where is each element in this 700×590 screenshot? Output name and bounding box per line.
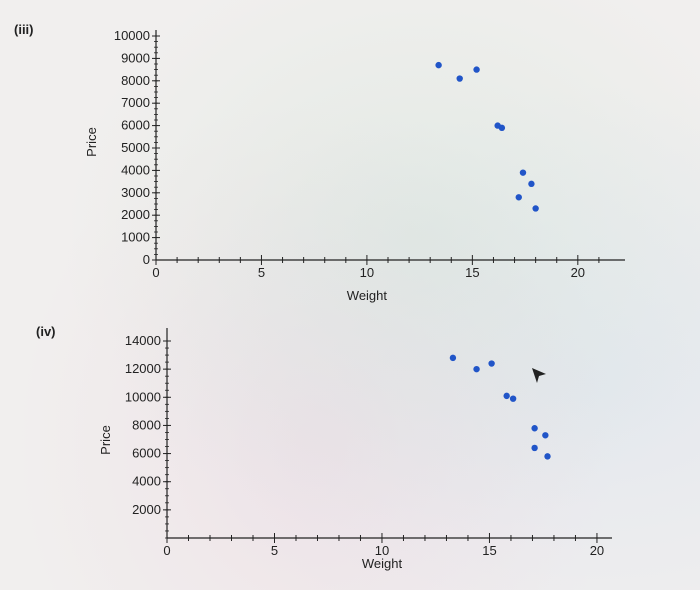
y-tick-label: 12000 [125,361,161,376]
x-tick-label: 15 [465,265,479,280]
data-point [531,444,538,452]
x-tick-label: 0 [152,265,159,280]
y-axis-label: Price [84,127,99,157]
data-point [515,194,522,201]
data-point [498,124,506,132]
data-point [503,392,510,400]
x-tick-label: 5 [271,543,278,558]
y-tick-label: 4000 [121,162,150,177]
x-tick-label: 5 [258,265,265,280]
y-tick-label: 4000 [132,474,161,489]
x-tick-label: 20 [571,265,585,280]
panel-label-iv: (iv) [36,324,56,339]
cursor-arrow-icon [532,368,546,383]
data-point [531,425,538,432]
y-axis-label: Price [98,425,113,455]
x-tick-label: 15 [482,543,496,558]
data-point [532,205,539,212]
x-axis-label: Weight [362,556,403,571]
y-tick-label: 10000 [125,389,161,404]
data-point [519,169,527,176]
data-point [456,75,463,82]
data-point [509,395,517,402]
data-point [528,180,535,188]
data-point [544,453,551,460]
data-point [435,61,442,69]
data-point [473,66,480,73]
x-tick-label: 20 [590,543,604,558]
y-tick-label: 6000 [121,118,150,133]
y-tick-label: 3000 [121,185,150,200]
y-tick-label: 1000 [121,230,150,245]
y-tick-label: 8000 [121,73,150,88]
data-point [542,432,549,439]
data-point [449,354,457,362]
y-tick-label: 2000 [132,502,161,517]
y-tick-label: 9000 [121,50,150,65]
x-tick-label: 10 [360,265,374,280]
y-tick-label: 8000 [132,417,161,432]
y-tick-label: 0 [143,252,150,267]
y-tick-label: 14000 [125,333,161,348]
panel-label-iii: (iii) [14,22,34,37]
y-tick-label: 7000 [121,95,150,110]
x-axis-label: Weight [347,288,388,303]
y-tick-label: 5000 [121,140,150,155]
y-tick-label: 10000 [114,28,150,43]
y-tick-label: 2000 [121,207,150,222]
x-tick-label: 10 [375,543,389,558]
data-point [473,365,480,373]
y-tick-label: 6000 [132,446,161,461]
data-point [488,360,495,367]
x-tick-label: 0 [163,543,170,558]
